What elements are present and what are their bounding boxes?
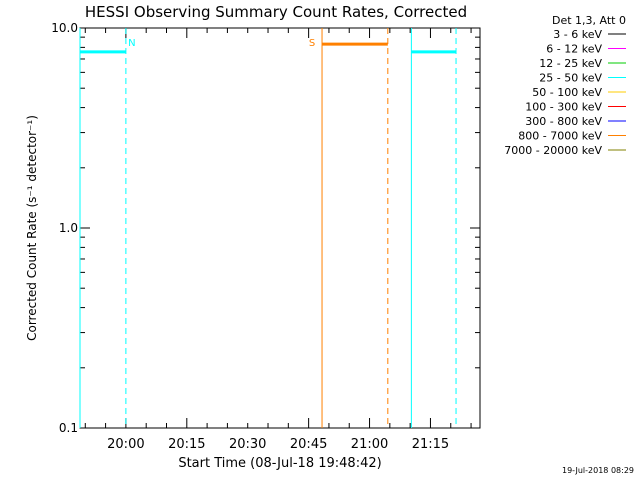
x-tick-label: 20:15 [168, 437, 205, 452]
y-tick-label: 10.0 [51, 21, 78, 35]
legend-label: 25 - 50 keV [539, 72, 602, 85]
y-axis-ticks: 0.1 1.0 10.0 [51, 21, 480, 435]
legend-label: 3 - 6 keV [553, 28, 602, 41]
legend-label: 50 - 100 keV [532, 86, 602, 99]
x-tick-label: 20:00 [107, 437, 144, 452]
marker-label: N [128, 38, 135, 49]
legend-label: 7000 - 20000 keV [504, 144, 602, 157]
legend-label: 800 - 7000 keV [518, 130, 602, 143]
plot-frame [79, 27, 481, 429]
legend-header: Det 1,3, Att 0 [552, 14, 626, 27]
legend-label: 100 - 300 keV [525, 101, 602, 114]
x-tick-label: 20:30 [229, 437, 266, 452]
x-axis-ticks: 20:00 20:15 20:30 20:45 21:00 21:15 [84, 28, 472, 452]
marker-label: S [309, 38, 315, 49]
footer-timestamp: 19-Jul-2018 08:29 [562, 466, 634, 475]
y-axis-label: Corrected Count Rate (s⁻¹ detector⁻¹) [25, 115, 39, 341]
plot-area: 0.1 1.0 10.0 20:00 20:15 20:30 20:45 21:00 21:1… [51, 21, 481, 452]
legend-label: 300 - 800 keV [525, 115, 602, 128]
chart-title: HESSI Observing Summary Count Rates, Cor… [85, 3, 467, 21]
legend-label: 12 - 25 keV [539, 57, 602, 70]
x-tick-label: 21:15 [412, 437, 449, 452]
x-axis-label: Start Time (08-Jul-18 19:48:42) [178, 456, 381, 471]
series-lines [80, 42, 457, 54]
x-tick-label: 21:00 [351, 437, 388, 452]
x-tick-label: 20:45 [290, 437, 327, 452]
y-tick-label: 0.1 [59, 421, 78, 435]
y-tick-label: 1.0 [59, 221, 78, 235]
legend-label: 6 - 12 keV [546, 43, 602, 56]
